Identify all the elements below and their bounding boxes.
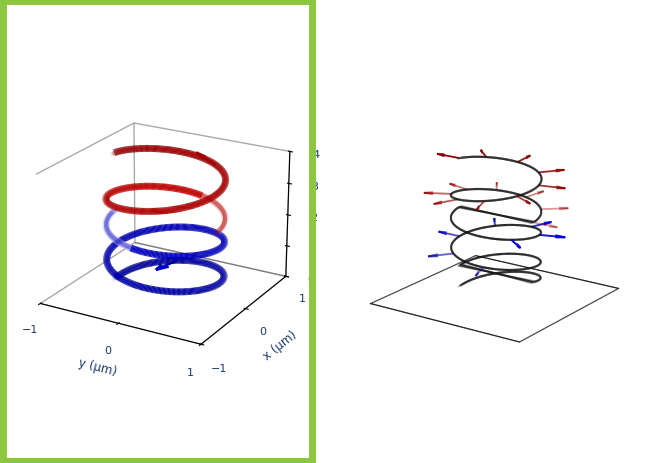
Y-axis label: x (μm): x (μm) (261, 327, 300, 362)
X-axis label: y (μm): y (μm) (77, 356, 117, 378)
